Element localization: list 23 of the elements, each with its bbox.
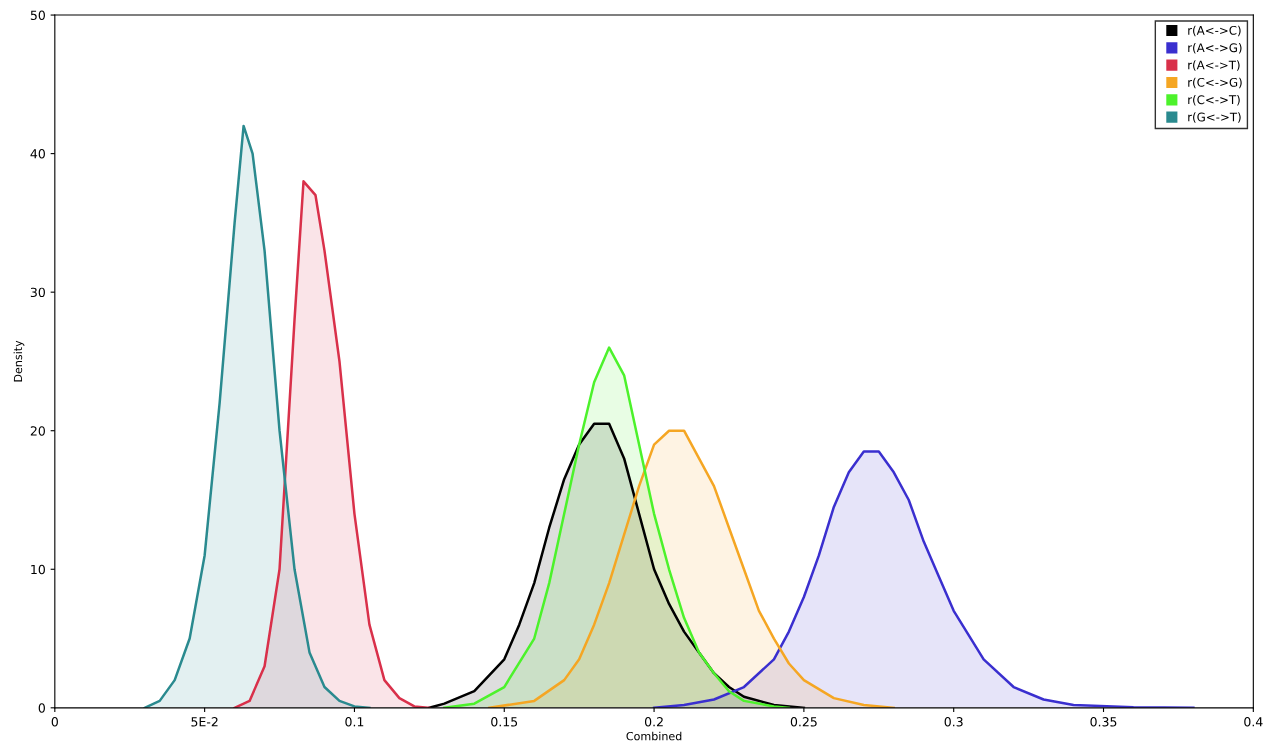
y-tick-label: 30 — [30, 287, 45, 298]
legend-label: r(C<->T) — [1188, 95, 1240, 106]
x-tick-label: 5E-2 — [191, 717, 218, 727]
x-tick-label: 0.15 — [491, 717, 518, 727]
x-tick-label: 0.1 — [345, 717, 364, 727]
y-tick-label: 20 — [30, 426, 45, 436]
x-tick-label: 0.35 — [1090, 717, 1117, 727]
x-axis-title: Combined — [626, 731, 682, 741]
y-tick-label: 50 — [30, 10, 45, 20]
legend-label: r(A<->T) — [1188, 60, 1240, 71]
legend-label: r(A<->C) — [1188, 25, 1241, 37]
y-tick-label: 40 — [30, 149, 45, 159]
y-tick-label: 10 — [31, 564, 45, 575]
legend-label: r(G<->T) — [1188, 112, 1241, 123]
x-tick-label: 0.25 — [790, 717, 817, 727]
y-tick-label: 0 — [38, 703, 45, 713]
y-axis-title: Density — [13, 340, 25, 382]
legend-label: r(C<->G) — [1188, 77, 1242, 89]
x-tick-label: 0.4 — [1244, 717, 1263, 727]
legend-label: r(A<->G) — [1188, 43, 1242, 54]
x-tick-label: 0 — [51, 717, 58, 727]
x-tick-label: 0.3 — [944, 717, 963, 727]
x-tick-label: 0.2 — [644, 717, 663, 727]
